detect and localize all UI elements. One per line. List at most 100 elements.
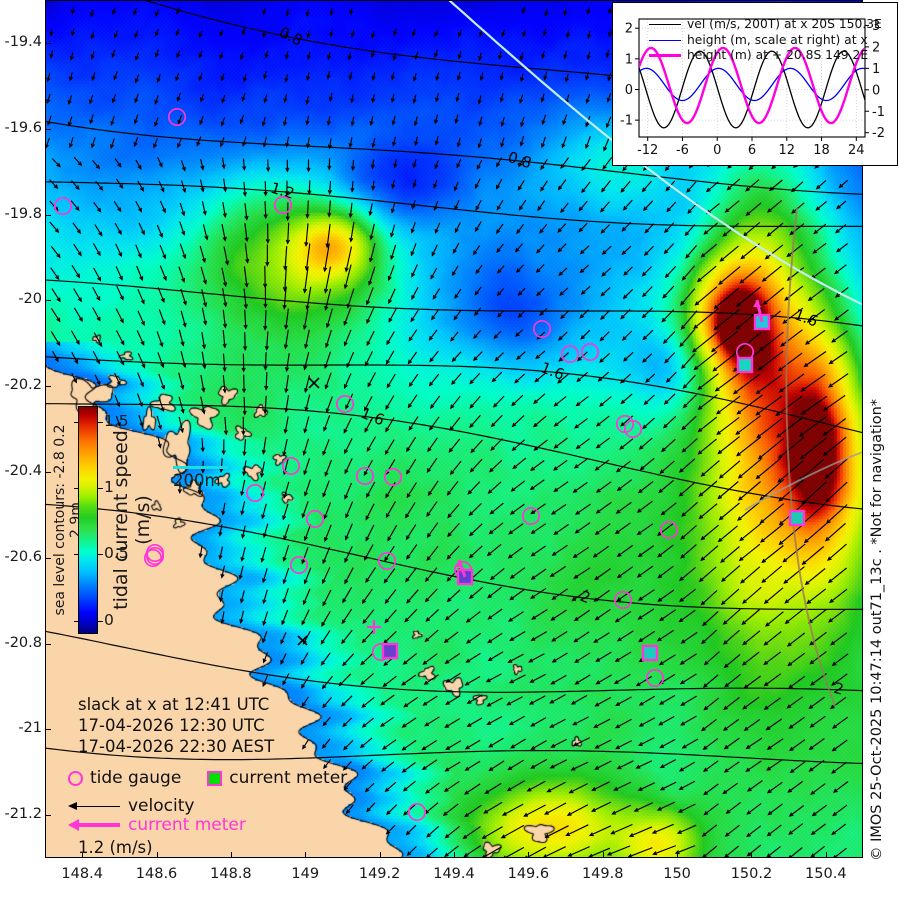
velocity-arrow-head: [434, 52, 439, 58]
velocity-arrow: [519, 94, 524, 103]
velocity-arrow-head: [568, 789, 574, 794]
velocity-arrow-head: [488, 743, 494, 748]
velocity-arrow: [487, 632, 503, 643]
velocity-arrow: [362, 588, 373, 604]
velocity-arrow-head: [324, 305, 329, 312]
velocity-arrow: [713, 350, 740, 372]
velocity-arrow-head: [638, 638, 643, 643]
velocity-arrow-head: [620, 314, 625, 320]
velocity-arrow-head: [425, 617, 431, 622]
velocity-arrow: [456, 158, 462, 168]
velocity-arrow: [303, 309, 309, 329]
velocity-arrow-head: [593, 724, 599, 728]
velocity-arrow: [287, 222, 290, 244]
chart-x-tick-label: -12: [637, 143, 658, 158]
velocity-arrow: [444, 780, 460, 792]
velocity-arrow-head: [139, 422, 144, 428]
velocity-arrow: [114, 158, 122, 168]
velocity-arrow: [324, 266, 332, 293]
velocity-arrow-head: [658, 488, 663, 494]
velocity-arrow: [679, 566, 696, 581]
colorbar-title: tidal current speed (m/s): [110, 430, 154, 610]
velocity-arrow-head: [494, 356, 500, 362]
velocity-arrow-head: [453, 315, 458, 321]
velocity-arrow: [386, 373, 396, 388]
sea-level-contour: [45, 503, 863, 610]
velocity-arrow-head: [56, 162, 61, 168]
reference-x-marker: [308, 377, 320, 389]
velocity-arrow-head: [462, 834, 468, 840]
velocity-arrow: [491, 414, 503, 427]
velocity-arrow: [426, 545, 439, 561]
velocity-arrow-head: [574, 424, 579, 429]
velocity-arrow-head: [325, 343, 330, 349]
velocity-arrow-head: [453, 186, 458, 192]
velocity-arrow: [701, 629, 718, 644]
velocity-arrow-head: [283, 493, 288, 499]
velocity-arrow-head: [222, 343, 227, 349]
velocity-arrow-head: [465, 639, 471, 644]
velocity-arrow: [411, 222, 416, 233]
velocity-arrow-head: [602, 164, 607, 170]
velocity-arrow-head: [455, 97, 460, 103]
velocity-arrow: [637, 565, 654, 578]
velocity-arrow-head: [138, 207, 143, 213]
velocity-arrow: [110, 138, 115, 149]
velocity-arrow-head: [96, 380, 101, 386]
velocity-arrow-head: [681, 448, 687, 453]
velocity-arrow-head: [588, 832, 594, 837]
current-meter-arrow-label: current meter: [128, 815, 246, 835]
velocity-arrow: [629, 826, 653, 837]
velocity-arrow-head: [678, 767, 684, 772]
velocity-arrow: [642, 329, 654, 340]
velocity-arrow-head: [260, 472, 265, 478]
velocity-arrow-head: [443, 638, 449, 643]
velocity-arrow: [350, 221, 355, 242]
velocity-arrow-head: [262, 10, 267, 16]
velocity-arrow-head: [530, 510, 536, 515]
velocity-arrow-head: [777, 454, 783, 459]
tidal-timeseries-inset[interactable]: -12 -6 0 6 12 18 24 2 1 0 -1 3 2 1 0 -1 -2 vel (m/s, 200…: [612, 2, 898, 166]
velocity-arrow: [431, 244, 438, 256]
velocity-arrow: [469, 373, 481, 384]
velocity-arrow-head: [766, 832, 772, 837]
velocity-arrow-head: [303, 365, 308, 371]
velocity-arrow-head: [559, 291, 564, 296]
velocity-arrow: [489, 459, 503, 473]
velocity-arrow-head: [526, 787, 532, 792]
velocity-arrow: [222, 353, 226, 371]
x-tick-label: 150.2: [730, 866, 773, 882]
velocity-arrow: [490, 502, 504, 515]
velocity-arrow: [365, 524, 375, 541]
velocity-arrow: [552, 652, 568, 663]
velocity-arrow-head: [550, 616, 556, 621]
velocity-arrow-head: [487, 639, 492, 644]
velocity-arrow: [600, 309, 611, 320]
velocity-arrow-head: [426, 833, 431, 838]
velocity-arrow: [408, 329, 418, 341]
velocity-arrow: [469, 414, 481, 428]
velocity-arrow-head: [736, 410, 742, 415]
velocity-arrow-head: [608, 9, 613, 15]
velocity-arrow: [628, 847, 653, 858]
velocity-arrow-head: [541, 54, 546, 60]
velocity-arrow-head: [823, 406, 828, 411]
velocity-arrow: [784, 285, 804, 301]
velocity-arrow: [612, 804, 632, 815]
velocity-arrow: [159, 200, 166, 213]
velocity-arrow-head: [530, 466, 535, 471]
velocity-arrow-head: [451, 357, 457, 363]
velocity-arrow-head: [746, 852, 752, 857]
velocity-arrow-head: [160, 407, 165, 413]
velocity-arrow-head: [718, 280, 723, 285]
velocity-arrow-head: [641, 187, 647, 193]
velocity-arrow: [703, 760, 719, 772]
velocity-arrow-head: [283, 98, 288, 104]
velocity-arrow: [804, 351, 827, 367]
velocity-arrow: [507, 780, 525, 791]
velocity-arrow-head: [327, 165, 332, 171]
y-tick-label: -20.6: [4, 548, 42, 565]
velocity-arrow-head: [681, 425, 686, 431]
x-tick-label: 150.4: [805, 866, 847, 882]
velocity-arrow-head: [764, 622, 770, 627]
